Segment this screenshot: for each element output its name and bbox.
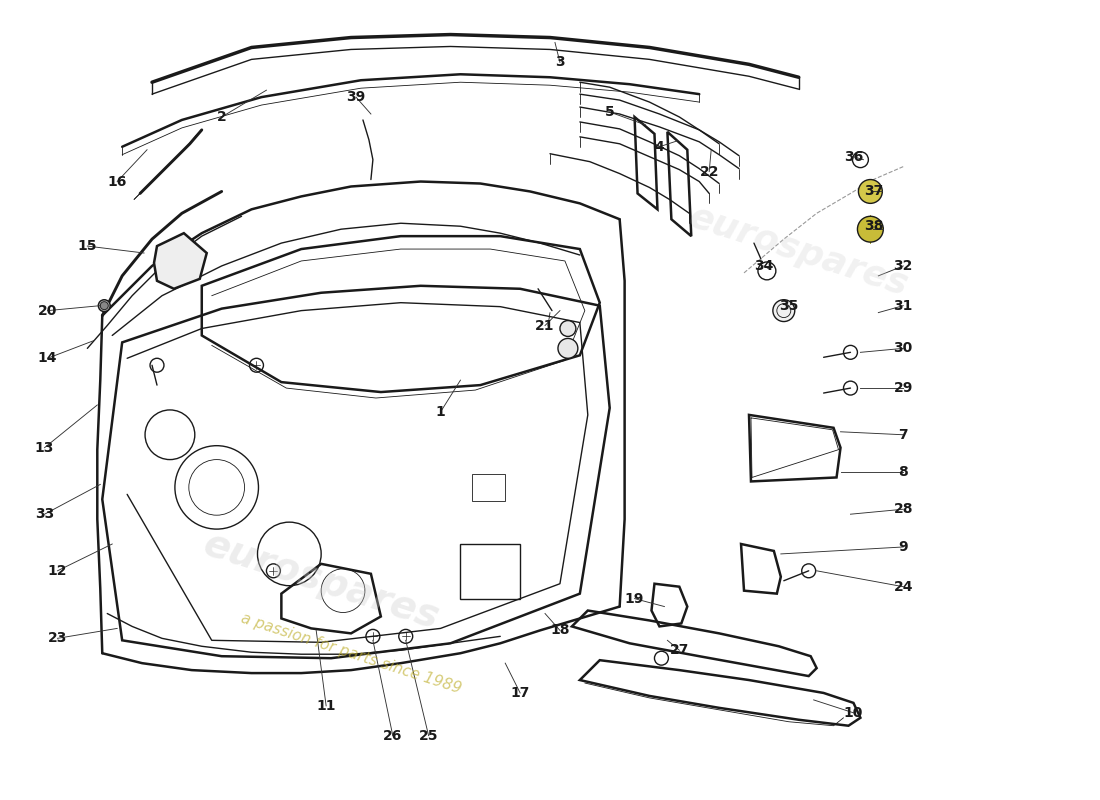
- Circle shape: [558, 338, 578, 358]
- Text: 28: 28: [893, 502, 913, 516]
- Text: 20: 20: [37, 304, 57, 318]
- Text: 9: 9: [899, 540, 907, 554]
- Text: 24: 24: [893, 580, 913, 594]
- Text: 19: 19: [625, 592, 645, 606]
- Text: 11: 11: [317, 699, 336, 713]
- Circle shape: [858, 179, 882, 203]
- Text: 7: 7: [899, 428, 907, 442]
- Text: a passion for parts since 1989: a passion for parts since 1989: [239, 610, 463, 696]
- Text: 13: 13: [35, 441, 54, 454]
- Text: 33: 33: [35, 507, 54, 522]
- Text: 3: 3: [556, 55, 564, 70]
- Circle shape: [773, 300, 795, 322]
- Text: 1: 1: [436, 405, 446, 419]
- Text: 12: 12: [47, 564, 67, 578]
- Text: 34: 34: [755, 259, 773, 273]
- Circle shape: [100, 302, 108, 310]
- Circle shape: [98, 300, 110, 312]
- Text: 22: 22: [700, 165, 719, 178]
- Text: 32: 32: [893, 259, 913, 273]
- Text: eurospares: eurospares: [685, 199, 913, 302]
- Text: 25: 25: [419, 729, 439, 742]
- Text: 2: 2: [217, 110, 227, 124]
- Text: 15: 15: [78, 239, 97, 253]
- Text: 38: 38: [864, 219, 883, 234]
- Text: 17: 17: [510, 686, 530, 700]
- Circle shape: [560, 321, 576, 337]
- Text: 26: 26: [383, 729, 403, 742]
- Polygon shape: [154, 233, 207, 289]
- Text: 16: 16: [108, 174, 126, 189]
- Text: eurospares: eurospares: [198, 525, 444, 637]
- Text: 8: 8: [899, 465, 909, 478]
- Text: 14: 14: [37, 351, 57, 366]
- Text: 21: 21: [536, 318, 554, 333]
- Text: 27: 27: [670, 643, 689, 658]
- Text: 30: 30: [893, 342, 913, 355]
- Text: 29: 29: [893, 381, 913, 395]
- Text: 37: 37: [864, 185, 883, 198]
- Circle shape: [857, 216, 883, 242]
- Text: 31: 31: [893, 298, 913, 313]
- Text: 5: 5: [605, 105, 615, 119]
- Text: 35: 35: [779, 298, 799, 313]
- Text: 36: 36: [844, 150, 864, 164]
- Text: 18: 18: [550, 623, 570, 638]
- Text: 39: 39: [346, 90, 365, 104]
- Text: 10: 10: [844, 706, 864, 720]
- Text: 4: 4: [654, 140, 664, 154]
- Text: 23: 23: [47, 631, 67, 646]
